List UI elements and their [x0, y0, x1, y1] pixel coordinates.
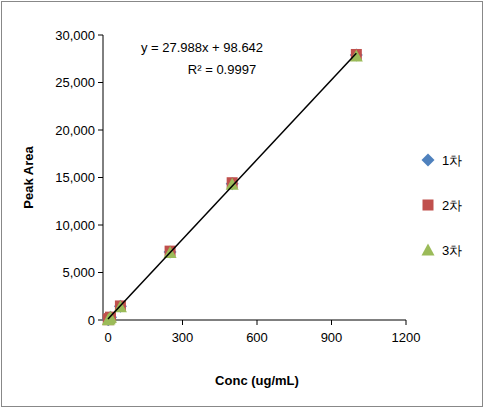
annotation: y = 27.988x + 98.642	[141, 40, 263, 55]
x-tick	[406, 320, 407, 325]
x-axis-title: Conc (ug/mL)	[215, 373, 299, 388]
x-axis	[103, 320, 406, 321]
chart: 0 5,000 10,000 15,000 20,000 25,000 30,000 0 300…	[0, 0, 484, 408]
series-1	[102, 48, 363, 326]
annotation: R² = 0.9997	[188, 62, 256, 77]
series-3	[102, 49, 363, 325]
x-tick-label: 900	[321, 330, 343, 345]
chart-frame	[2, 2, 483, 407]
series-2	[103, 49, 362, 325]
point	[226, 177, 239, 190]
x-tick-label: 1200	[392, 330, 421, 345]
y-tick	[98, 272, 103, 273]
trendline	[108, 53, 356, 319]
y-tick-label: 20,000	[55, 123, 95, 138]
x-tick-label: 600	[246, 330, 268, 345]
legend-marker	[422, 154, 435, 167]
y-axis-title: Peak Area	[21, 146, 36, 209]
legend-label: 2차	[442, 198, 462, 213]
legend-marker	[423, 200, 434, 211]
y-tick	[98, 225, 103, 226]
point	[350, 48, 363, 61]
y-tick-label: 15,000	[55, 170, 95, 185]
y-tick-label: 0	[88, 313, 95, 328]
legend-marker	[422, 244, 435, 256]
x-tick	[331, 320, 332, 325]
y-tick	[98, 82, 103, 83]
y-tick-label: 5,000	[62, 265, 95, 280]
y-tick-label: 10,000	[55, 218, 95, 233]
y-tick	[98, 177, 103, 178]
plot-area	[102, 48, 363, 326]
point	[226, 178, 239, 190]
x-tick	[182, 320, 183, 325]
y-tick-label: 25,000	[55, 75, 95, 90]
y-tick	[98, 35, 103, 36]
x-tick-label: 0	[104, 330, 111, 345]
x-tick	[257, 320, 258, 325]
point	[350, 49, 363, 61]
x-tick-label: 300	[172, 330, 194, 345]
legend: 1차 2차 3차	[422, 153, 463, 258]
y-tick-label: 30,000	[55, 28, 95, 43]
y-tick	[98, 130, 103, 131]
legend-label: 1차	[442, 153, 462, 168]
legend-label: 3차	[442, 243, 462, 258]
